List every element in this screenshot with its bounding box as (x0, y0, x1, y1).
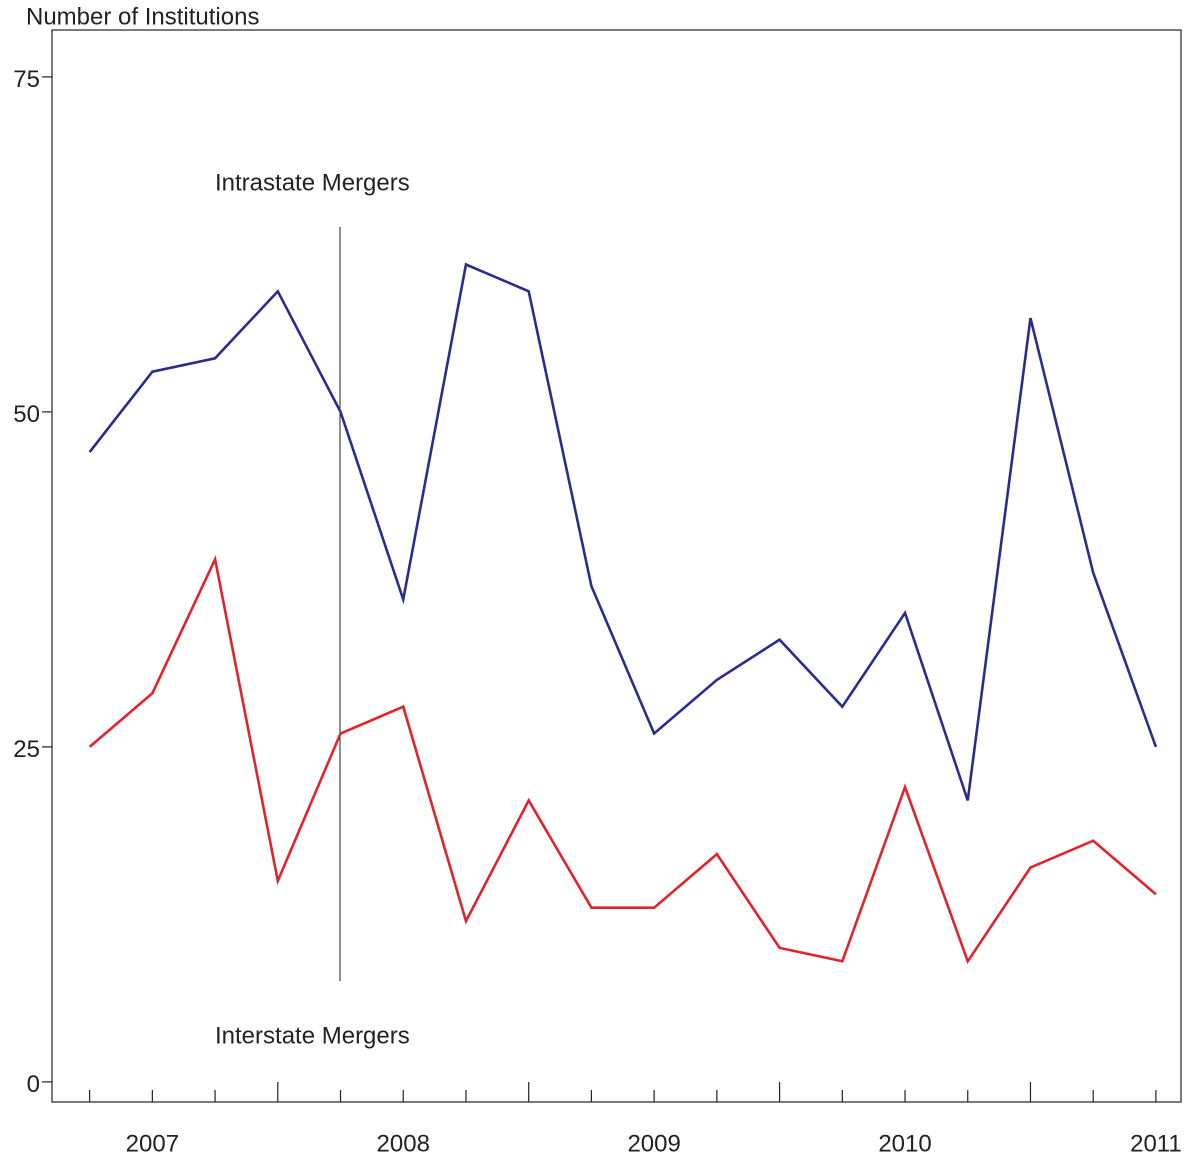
x-tick-label: 2008 (377, 1130, 430, 1157)
series-line (88, 555, 1157, 965)
x-tick-label: 2007 (126, 1130, 179, 1157)
y-tick-label: 75 (13, 66, 40, 93)
x-tick-label: 2011 (1130, 1130, 1182, 1157)
y-axis-label: Number of Institutions (26, 3, 259, 30)
x-tick-label: 2010 (878, 1130, 931, 1157)
series-line (88, 262, 1158, 801)
plot-frame (51, 29, 1182, 1103)
y-tick-label: 25 (13, 736, 40, 763)
y-tick-label: 0 (27, 1071, 40, 1098)
y-tick-label: 50 (13, 401, 40, 428)
annotation: Interstate Mergers (215, 1022, 410, 1049)
annotation: Intrastate Mergers (215, 169, 410, 196)
x-tick-label: 2009 (627, 1130, 680, 1157)
